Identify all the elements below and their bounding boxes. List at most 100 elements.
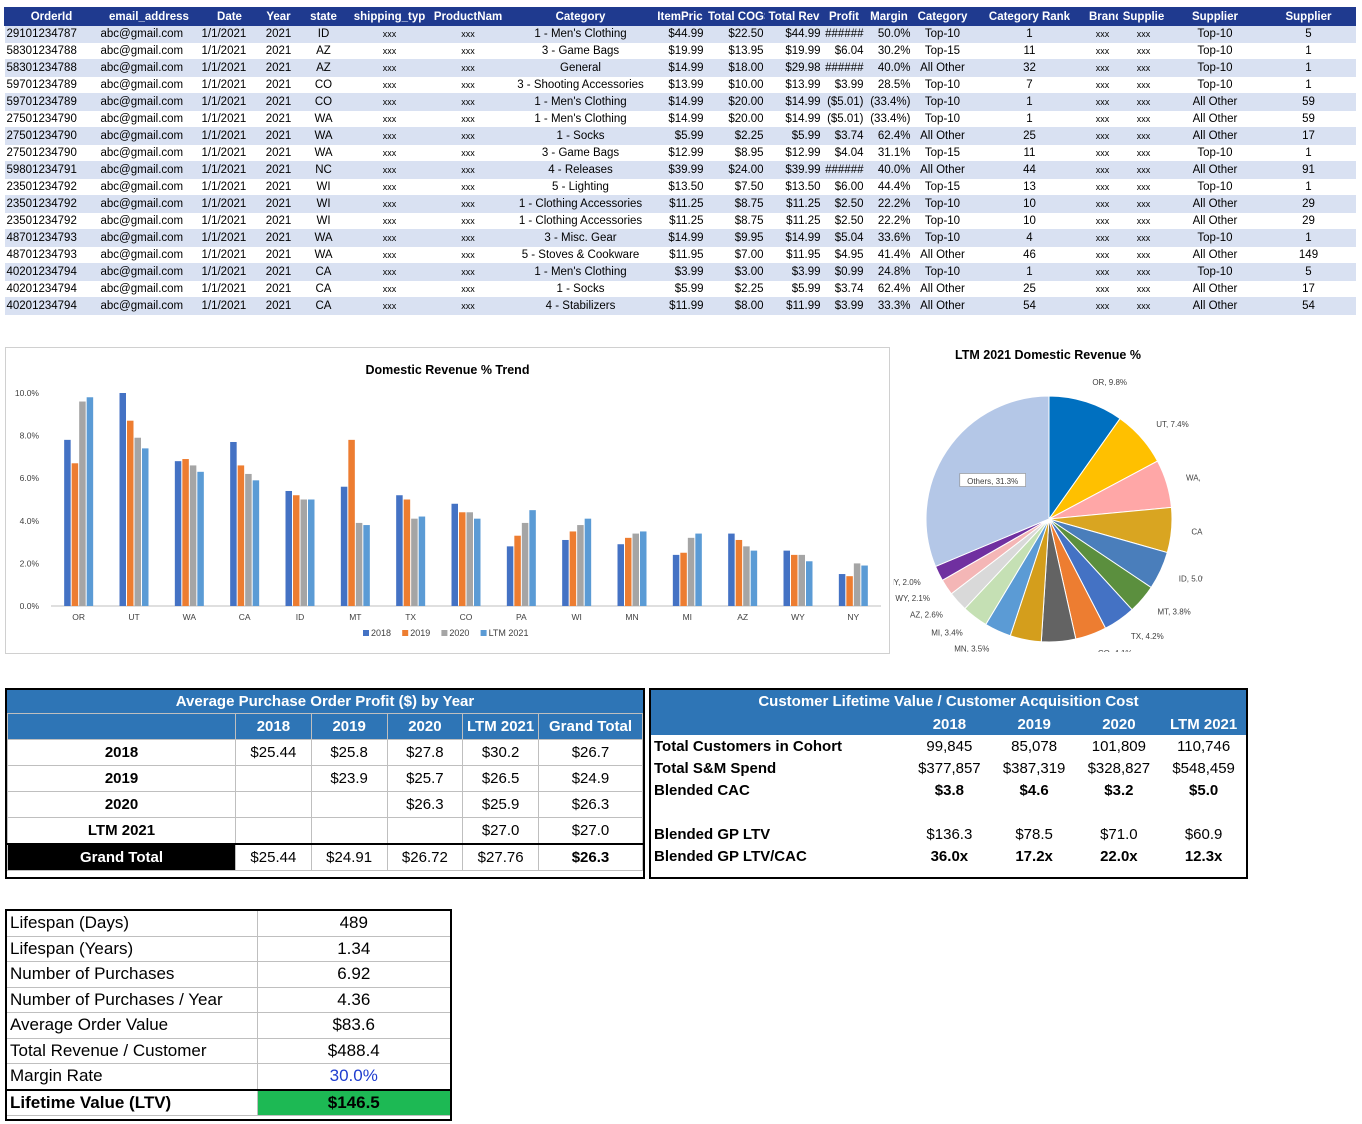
table-cell[interactable]: $11.25 [765, 212, 823, 230]
table-cell[interactable]: 1 - Men's Clothing [506, 93, 655, 111]
table-cell[interactable]: All Other [912, 297, 973, 315]
table-cell[interactable]: $7.00 [705, 246, 766, 264]
table-cell[interactable]: 41.4% [865, 246, 913, 264]
table-cell[interactable]: $26.5 [462, 765, 539, 792]
table-cell[interactable]: $11.95 [765, 246, 823, 264]
table-cell[interactable]: 29101234787 [4, 25, 99, 43]
table-cell[interactable]: xxx [1086, 25, 1119, 43]
table-cell[interactable]: 29 [1261, 195, 1356, 213]
table-cell[interactable]: 27501234790 [4, 144, 99, 162]
table-cell[interactable]: WI [297, 195, 350, 213]
table-cell[interactable]: 5 - Stoves & Cookware [506, 246, 655, 264]
table-cell[interactable]: 5 [1261, 263, 1356, 281]
table-cell[interactable]: $8.75 [705, 195, 766, 213]
table-cell[interactable]: $12.99 [765, 144, 823, 162]
table-cell[interactable]: abc@gmail.com [98, 195, 200, 213]
table-cell[interactable]: xxx [1086, 178, 1119, 196]
table-cell[interactable]: $25.44 [235, 843, 312, 871]
ltv-value[interactable]: $146.5 [256, 1088, 450, 1116]
table-cell[interactable]: xxx [349, 246, 430, 264]
table-cell[interactable]: Top-10 [1168, 263, 1262, 281]
table-cell[interactable]: Top-10 [912, 110, 973, 128]
table-cell[interactable]: $24.91 [310, 843, 388, 871]
table-cell[interactable]: 2021 [259, 59, 298, 77]
table-cell[interactable]: abc@gmail.com [98, 42, 200, 60]
table-cell[interactable]: 1 [972, 25, 1087, 43]
table-cell[interactable]: xxx [349, 93, 430, 111]
table-cell[interactable]: $2.25 [705, 280, 766, 298]
table-cell[interactable]: $18.00 [705, 59, 766, 77]
table-cell[interactable]: 1/1/2021 [199, 212, 260, 230]
column-header[interactable]: Category [506, 7, 655, 26]
table-cell[interactable]: ($5.01) [822, 110, 866, 128]
table-cell[interactable]: xxx [1118, 42, 1169, 60]
table-cell[interactable]: 33.3% [865, 297, 913, 315]
table-cell[interactable]: $14.99 [654, 229, 706, 247]
table-cell[interactable]: WA [297, 127, 350, 145]
table-cell[interactable]: $60.9 [1184, 825, 1223, 843]
table-cell[interactable]: 5 [1261, 25, 1356, 43]
table-cell[interactable]: $39.99 [654, 161, 706, 179]
column-header[interactable]: OrderId [4, 7, 99, 26]
table-cell[interactable]: All Other [1168, 280, 1262, 298]
table-cell[interactable]: $13.50 [654, 178, 706, 196]
column-header[interactable]: ProductNam [429, 7, 507, 26]
table-cell[interactable]: 22.2% [865, 212, 913, 230]
table-cell[interactable]: abc@gmail.com [98, 25, 200, 43]
table-cell[interactable]: $24.00 [705, 161, 766, 179]
table-cell[interactable]: abc@gmail.com [98, 59, 200, 77]
table-cell[interactable]: 3 - Game Bags [506, 42, 655, 60]
column-header[interactable]: Profit [822, 7, 866, 26]
table-cell[interactable]: 101,809 [1091, 737, 1146, 755]
table-cell[interactable]: $26.3 [538, 843, 643, 871]
table-cell[interactable]: 10 [972, 212, 1087, 230]
table-cell[interactable]: 12.3x [1184, 847, 1223, 865]
table-cell[interactable]: xxx [429, 212, 507, 230]
table-cell[interactable]: 1 - Socks [506, 127, 655, 145]
table-cell[interactable]: 1/1/2021 [199, 76, 260, 94]
table-cell[interactable]: 40.0% [865, 59, 913, 77]
table-cell[interactable]: $27.76 [462, 843, 539, 871]
table-cell[interactable]: 1/1/2021 [199, 297, 260, 315]
table-cell[interactable]: xxx [349, 144, 430, 162]
table-cell[interactable]: 1 [1261, 178, 1356, 196]
table-cell[interactable]: Top-10 [912, 263, 973, 281]
table-cell[interactable]: 2021 [259, 110, 298, 128]
table-cell[interactable]: Top-10 [1168, 178, 1262, 196]
table-cell[interactable]: xxx [1118, 178, 1169, 196]
table-cell[interactable]: $78.5 [1015, 825, 1053, 843]
table-cell[interactable]: $44.99 [654, 25, 706, 43]
table-cell[interactable]: 1 - Men's Clothing [506, 25, 655, 43]
table-cell[interactable]: 2021 [259, 25, 298, 43]
table-cell[interactable]: $19.99 [765, 42, 823, 60]
table-cell[interactable]: 1 [972, 110, 1087, 128]
table-cell[interactable] [992, 801, 1077, 823]
table-cell[interactable]: $11.95 [654, 246, 706, 264]
table-cell[interactable]: ###### [822, 59, 866, 77]
table-cell[interactable]: All Other [1168, 93, 1262, 111]
table-cell[interactable]: $25.44 [235, 739, 312, 766]
table-cell[interactable]: 1 [1261, 229, 1356, 247]
table-cell[interactable]: 29 [1261, 212, 1356, 230]
table-cell[interactable]: 17 [1261, 280, 1356, 298]
column-header[interactable]: Category Rank [972, 7, 1087, 26]
table-cell[interactable]: xxx [429, 93, 507, 111]
table-cell[interactable]: 25 [972, 127, 1087, 145]
table-cell[interactable]: 1/1/2021 [199, 280, 260, 298]
table-cell[interactable]: (33.4%) [865, 93, 913, 111]
table-cell[interactable]: 40201234794 [4, 263, 99, 281]
table-cell[interactable]: 36.0x [930, 847, 969, 865]
table-cell[interactable]: General [506, 59, 655, 77]
table-cell[interactable]: abc@gmail.com [98, 76, 200, 94]
table-cell[interactable]: 4 - Releases [506, 161, 655, 179]
table-cell[interactable]: abc@gmail.com [98, 93, 200, 111]
table-cell[interactable]: $27.0 [462, 817, 539, 845]
table-cell[interactable]: 2021 [259, 178, 298, 196]
table-cell[interactable]: $11.99 [654, 297, 706, 315]
table-cell[interactable]: All Other [912, 127, 973, 145]
table-cell[interactable]: $3.74 [822, 280, 866, 298]
table-cell[interactable]: 17.2x [1015, 847, 1053, 865]
table-cell[interactable]: 22.2% [865, 195, 913, 213]
table-cell[interactable]: 1/1/2021 [199, 246, 260, 264]
table-cell[interactable]: 2021 [259, 297, 298, 315]
